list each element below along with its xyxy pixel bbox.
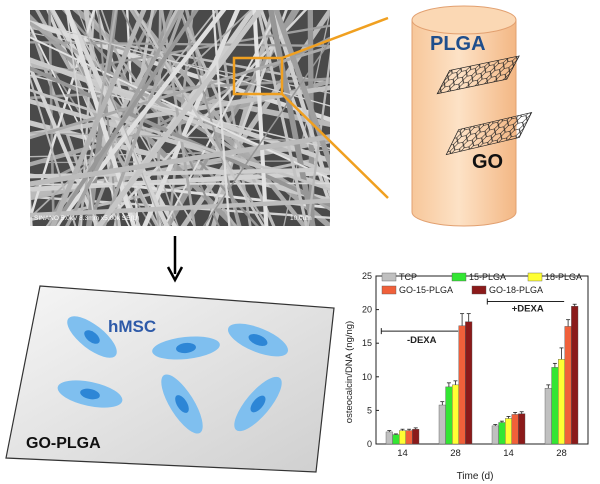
x-tick-label: 14 xyxy=(397,448,408,459)
legend-swatch xyxy=(451,272,467,282)
bar xyxy=(518,413,526,445)
y-tick-label: 10 xyxy=(362,372,372,382)
chart-ylabel: osteocalcin/DNA (ng/ng) xyxy=(344,321,355,423)
nanofiber xyxy=(65,10,96,226)
cell-3 xyxy=(152,336,220,360)
nanofiber xyxy=(95,10,264,226)
plga-label: PLGA xyxy=(430,33,486,55)
bar xyxy=(498,422,506,445)
nanofiber xyxy=(30,181,33,226)
bar xyxy=(412,429,420,445)
nanofiber xyxy=(211,10,277,226)
nanofiber xyxy=(166,10,296,226)
treatment-label: -DEXA xyxy=(407,335,437,346)
cylinder-top xyxy=(411,5,517,35)
legend-swatch xyxy=(527,272,543,282)
cell-4 xyxy=(57,380,123,408)
zoom-box xyxy=(232,56,284,96)
go-label: GO xyxy=(472,151,503,173)
x-tick-label: 28 xyxy=(556,448,567,459)
nanofiber xyxy=(77,10,118,226)
nanofiber xyxy=(52,10,227,226)
plga-fiber-cylinder: PLGA GO xyxy=(411,5,533,227)
bar xyxy=(571,306,579,445)
bar xyxy=(451,384,459,445)
x-tick-label: 14 xyxy=(503,448,514,459)
nanofiber xyxy=(50,10,147,226)
y-tick-label: 20 xyxy=(362,305,372,315)
bar xyxy=(465,321,473,445)
sem-micrograph: SINANO 5.0kV 8.3mm x5.00k SE(U) 10.0um xyxy=(30,10,330,226)
cell-6 xyxy=(234,376,282,432)
legend-swatch xyxy=(381,272,397,282)
nanofiber xyxy=(30,32,153,226)
bar xyxy=(445,386,453,445)
legend-label: 18-PLGA xyxy=(545,272,582,282)
legend-swatch xyxy=(381,285,397,295)
legend-label: TCP xyxy=(399,272,417,282)
treatment-label: +DEXA xyxy=(512,304,544,315)
bar xyxy=(458,325,466,445)
nanofiber xyxy=(202,39,330,226)
bar xyxy=(385,431,393,445)
sem-scalebar-label: 10.0um xyxy=(290,215,312,222)
bar xyxy=(491,425,499,445)
cell-5 xyxy=(161,374,203,434)
bar xyxy=(557,359,565,445)
bar xyxy=(405,430,413,445)
chart-bars xyxy=(385,303,579,445)
legend-label: 15-PLGA xyxy=(469,272,506,282)
bar xyxy=(551,367,559,445)
legend-swatch xyxy=(471,285,487,295)
chart-legend: TCP 15-PLGA 18-PLGA GO-15-PLGA GO-18-PLGA xyxy=(381,272,582,295)
legend-label: GO-18-PLGA xyxy=(489,285,543,295)
nanofiber xyxy=(121,10,220,226)
bar xyxy=(511,414,519,445)
nanofiber xyxy=(252,10,269,226)
nanofiber xyxy=(51,10,199,226)
bar xyxy=(399,430,407,445)
cell-1 xyxy=(67,316,117,358)
nanofiber xyxy=(30,10,96,224)
nanofiber xyxy=(100,10,308,226)
nanofiber xyxy=(30,75,77,226)
bar xyxy=(392,434,400,445)
y-tick-label: 15 xyxy=(362,338,372,348)
y-tick-label: 25 xyxy=(362,271,372,281)
chart-axes: 0 5 10 15 20 25 14 28 14 28 xyxy=(362,271,589,459)
go-plga-label: GO-PLGA xyxy=(26,435,101,452)
y-tick-label: 5 xyxy=(367,405,372,415)
sem-caption: SINANO 5.0kV 8.3mm x5.00k SE(U) xyxy=(34,215,139,222)
bar xyxy=(504,418,512,445)
x-tick-label: 28 xyxy=(450,448,461,459)
legend-label: GO-15-PLGA xyxy=(399,285,453,295)
nanofiber xyxy=(30,198,330,218)
graphene-oxide-sheet-lower xyxy=(445,112,533,156)
graphene-oxide-sheet-upper xyxy=(436,55,520,95)
nanofiber xyxy=(160,10,196,226)
cell-2 xyxy=(227,323,289,357)
nanofiber xyxy=(163,10,280,226)
bar xyxy=(438,404,446,445)
nanofiber xyxy=(76,10,164,226)
nanofiber xyxy=(30,24,131,226)
cell-substrate-panel: hMSC GO-PLGA xyxy=(5,285,335,473)
bar xyxy=(544,388,552,445)
hmsc-label: hMSC xyxy=(108,317,156,336)
chart-annotations: -DEXA +DEXA xyxy=(380,298,565,346)
plot-frame xyxy=(375,275,589,445)
nanofiber xyxy=(212,10,231,226)
y-tick-label: 0 xyxy=(367,439,372,449)
chart-xlabel: Time (d) xyxy=(457,471,494,482)
down-arrow-icon xyxy=(166,236,184,283)
bar xyxy=(564,326,572,445)
